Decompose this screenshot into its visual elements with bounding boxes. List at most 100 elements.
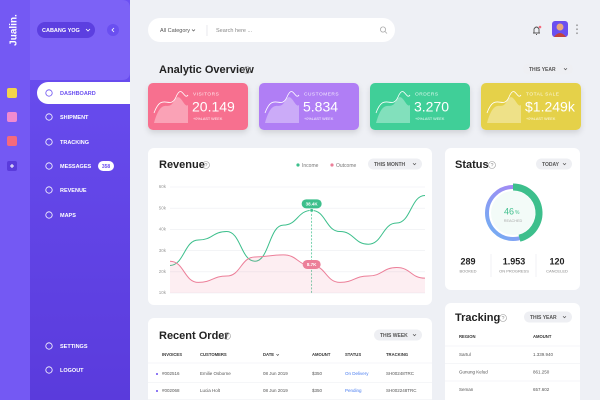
panel-title: Recent Order: [159, 330, 229, 342]
card-label: CUSTOMERS: [304, 91, 339, 97]
period-select[interactable]: [536, 158, 572, 170]
help-icon[interactable]: [499, 314, 507, 322]
search-icon: [384, 31, 388, 34]
stat-value: 120: [549, 256, 564, 266]
search-bar[interactable]: [148, 18, 395, 42]
period-select[interactable]: [374, 329, 422, 341]
stat-card: [481, 83, 581, 130]
table-cell: #002068: [162, 388, 180, 393]
card-wave: [153, 91, 189, 114]
chevron: [85, 28, 91, 32]
card-wave: [487, 97, 521, 123]
chevron: [562, 162, 567, 166]
period-select[interactable]: [368, 158, 422, 170]
table-cell: Pending: [345, 388, 362, 393]
y-tick-label: 60k: [159, 184, 167, 189]
card-wave: [486, 91, 522, 114]
orders-panel: [148, 318, 432, 400]
card-note: +0%LAST WEEK: [526, 117, 556, 121]
column-header: REGION: [459, 334, 476, 339]
app-strip: [0, 0, 30, 400]
stat-card: [148, 83, 248, 130]
nav-item[interactable]: SETTINGS: [60, 344, 88, 350]
nav-icon: [45, 138, 53, 146]
card-note: +0%LAST WEEK: [193, 117, 223, 121]
table-cell: 1.339.940: [533, 352, 554, 357]
legend-label: Income: [302, 163, 319, 169]
help-icon[interactable]: [202, 161, 210, 169]
app-icon[interactable]: [7, 112, 17, 122]
bell-icon[interactable]: [533, 26, 540, 35]
y-tick-label: 50k: [159, 205, 167, 210]
branch-select[interactable]: [37, 22, 95, 38]
section-title: Analytic Overview: [159, 64, 254, 76]
help-glyph: [245, 68, 249, 72]
search-icon[interactable]: [379, 26, 386, 33]
card-note: +0%LAST WEEK: [415, 117, 445, 121]
card-value: 5.834: [303, 99, 338, 115]
card-wave: [375, 91, 411, 114]
donut-value: 46: [504, 206, 514, 216]
app-icon[interactable]: [7, 136, 17, 146]
legend-dot: [296, 163, 300, 167]
line: [169, 254, 426, 283]
nav-icon: [45, 186, 53, 194]
help-glyph: [501, 316, 505, 320]
chevron: [562, 315, 567, 319]
branch-name: CABANG YOG: [42, 28, 80, 34]
nav-item[interactable]: LOGOUT: [60, 368, 84, 374]
nav-icon: [45, 211, 53, 219]
category-select[interactable]: All Category: [160, 28, 190, 34]
help-icon[interactable]: [223, 332, 231, 340]
badge-count: 358: [102, 164, 111, 170]
donut-glow: [491, 191, 535, 235]
table-cell: SH002248TRC: [386, 388, 417, 393]
chevron: [412, 333, 417, 337]
help-glyph: [225, 334, 229, 338]
logo: Jualin.: [9, 14, 20, 46]
tooltip: [301, 199, 322, 209]
chevron: [563, 67, 568, 71]
column-header: AMOUNT: [312, 352, 331, 357]
card-value: 20.149: [192, 99, 235, 115]
card-wave: [376, 97, 410, 123]
sidebar-header: [30, 0, 130, 80]
nav-item[interactable]: MAPS: [60, 213, 76, 219]
app-icon[interactable]: [7, 88, 17, 98]
area: [170, 254, 425, 293]
table-cell: SH00248TRC: [386, 371, 415, 376]
chevron: [111, 27, 115, 33]
nav-item[interactable]: TRACKING: [60, 140, 89, 146]
table-cell: On Delivery: [345, 371, 369, 376]
column-header: STATUS: [345, 352, 361, 357]
nav-item[interactable]: MESSAGES: [60, 164, 92, 170]
nav-active: [37, 82, 147, 104]
nav-item[interactable]: DASHBOARD: [60, 91, 96, 97]
donut-progress: [512, 183, 543, 242]
period-label: THIS MONTH: [374, 162, 405, 168]
y-tick-label: 10k: [159, 290, 167, 295]
panel-title: Tracking: [455, 312, 500, 324]
chevron: [412, 162, 417, 166]
card-wave: [154, 97, 188, 123]
stat-card: [259, 83, 359, 130]
table-cell: 08 Jun 2019: [263, 388, 288, 393]
period-select[interactable]: [523, 63, 573, 75]
collapse-button[interactable]: [107, 24, 119, 36]
period-select[interactable]: [524, 311, 572, 323]
badge: [98, 161, 114, 171]
search-input[interactable]: Search here ...: [216, 28, 253, 34]
nav-item[interactable]: REVENUE: [60, 188, 87, 194]
help-icon[interactable]: [243, 66, 251, 74]
nav-item[interactable]: SHIPMENT: [60, 115, 89, 121]
stat-label: CANCELED: [546, 269, 568, 274]
card-value: 3.270: [414, 99, 449, 115]
table-cell: #002516: [162, 371, 180, 376]
panel-title: Status: [455, 159, 489, 171]
table-cell: 861.250: [533, 370, 550, 375]
chevron: [191, 29, 196, 32]
notification-dot: [538, 25, 542, 29]
y-tick-label: 40k: [159, 227, 167, 232]
help-icon[interactable]: [488, 161, 496, 169]
